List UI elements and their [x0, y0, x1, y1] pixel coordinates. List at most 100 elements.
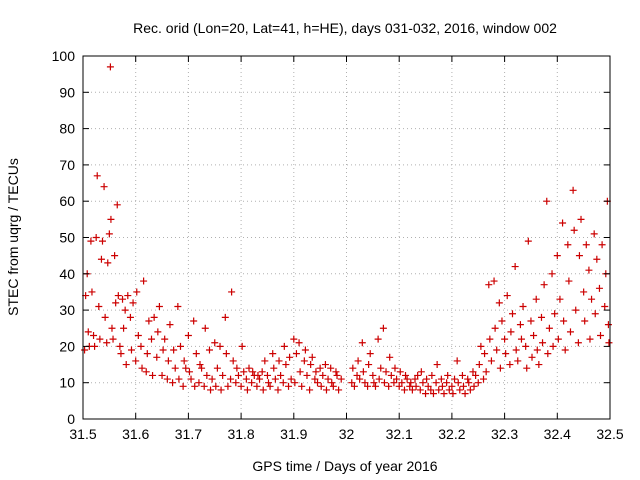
data-point	[548, 270, 556, 278]
chart-title: Rec. orid (Lon=20, Lat=41, h=HE), days 0…	[133, 20, 557, 36]
data-point	[107, 215, 115, 223]
data-point	[295, 339, 303, 347]
data-point	[150, 313, 158, 321]
data-point	[184, 332, 192, 340]
data-point	[112, 299, 120, 307]
data-point	[212, 382, 220, 390]
data-point	[390, 379, 398, 387]
data-point	[217, 386, 225, 394]
data-point	[286, 353, 294, 361]
data-point	[95, 302, 103, 310]
data-point	[486, 335, 494, 343]
data-point	[575, 252, 583, 260]
data-point	[458, 371, 466, 379]
data-point	[470, 382, 478, 390]
data-point	[581, 317, 589, 325]
data-point	[414, 371, 422, 379]
data-point	[475, 361, 483, 369]
data-point	[108, 324, 116, 332]
data-point	[354, 357, 362, 365]
data-point	[191, 382, 199, 390]
data-point	[192, 350, 200, 358]
data-point	[155, 302, 163, 310]
data-point	[501, 335, 509, 343]
data-point	[207, 386, 215, 394]
data-point	[154, 328, 162, 336]
data-point	[454, 379, 462, 387]
data-point	[96, 335, 104, 343]
data-point	[180, 357, 188, 365]
data-point	[337, 375, 345, 383]
x-tick-label: 32.5	[596, 426, 623, 442]
data-point	[545, 324, 553, 332]
data-point	[491, 324, 499, 332]
data-point	[316, 364, 324, 372]
data-points	[81, 63, 613, 398]
y-tick-label: 20	[59, 338, 75, 354]
data-point	[242, 375, 250, 383]
y-tick-label: 90	[59, 84, 75, 100]
data-point	[423, 375, 431, 383]
data-point	[208, 375, 216, 383]
data-point	[174, 302, 182, 310]
data-point	[248, 379, 256, 387]
data-point	[219, 371, 227, 379]
data-point	[387, 371, 395, 379]
data-point	[196, 361, 204, 369]
data-point	[551, 310, 559, 318]
data-point	[300, 357, 308, 365]
y-axis: 0 10 20 30 40 50 60 70 80 90 100	[52, 48, 610, 427]
data-point	[228, 288, 236, 296]
data-point	[232, 379, 240, 387]
data-point	[109, 335, 117, 343]
data-point	[350, 382, 358, 390]
data-point	[142, 368, 150, 376]
data-point	[213, 364, 221, 372]
data-point	[445, 386, 453, 394]
data-point	[124, 292, 132, 300]
data-point	[517, 335, 525, 343]
data-point	[556, 295, 564, 303]
data-point	[539, 339, 547, 347]
data-point	[221, 313, 229, 321]
y-tick-label: 50	[59, 230, 75, 246]
data-point	[149, 371, 157, 379]
data-point	[103, 339, 111, 347]
data-point	[100, 183, 108, 191]
data-point	[140, 277, 148, 285]
data-point	[482, 368, 490, 376]
data-point	[366, 350, 374, 358]
data-point	[137, 342, 145, 350]
data-point	[361, 379, 369, 387]
data-point	[496, 364, 504, 372]
data-point	[444, 371, 452, 379]
data-point	[261, 357, 269, 365]
data-point	[90, 332, 98, 340]
data-point	[211, 339, 219, 347]
data-point	[91, 342, 99, 350]
data-point	[566, 328, 574, 336]
data-point	[277, 371, 285, 379]
y-axis-label: STEC from uqrg / TECUs	[5, 158, 21, 316]
data-point	[349, 364, 357, 372]
data-point	[97, 255, 105, 263]
data-point	[111, 252, 119, 260]
data-point	[511, 263, 519, 271]
data-point	[238, 342, 246, 350]
data-point	[312, 368, 320, 376]
data-point	[306, 386, 314, 394]
x-tick-label: 31.8	[227, 426, 254, 442]
data-point	[474, 379, 482, 387]
data-point	[164, 357, 172, 365]
data-point	[274, 386, 282, 394]
data-point	[469, 368, 477, 376]
data-point	[437, 375, 445, 383]
data-point	[308, 353, 316, 361]
data-point	[588, 295, 596, 303]
data-point	[522, 342, 530, 350]
data-point	[143, 350, 151, 358]
data-point	[585, 266, 593, 274]
data-point	[512, 346, 520, 354]
data-point	[327, 364, 335, 372]
